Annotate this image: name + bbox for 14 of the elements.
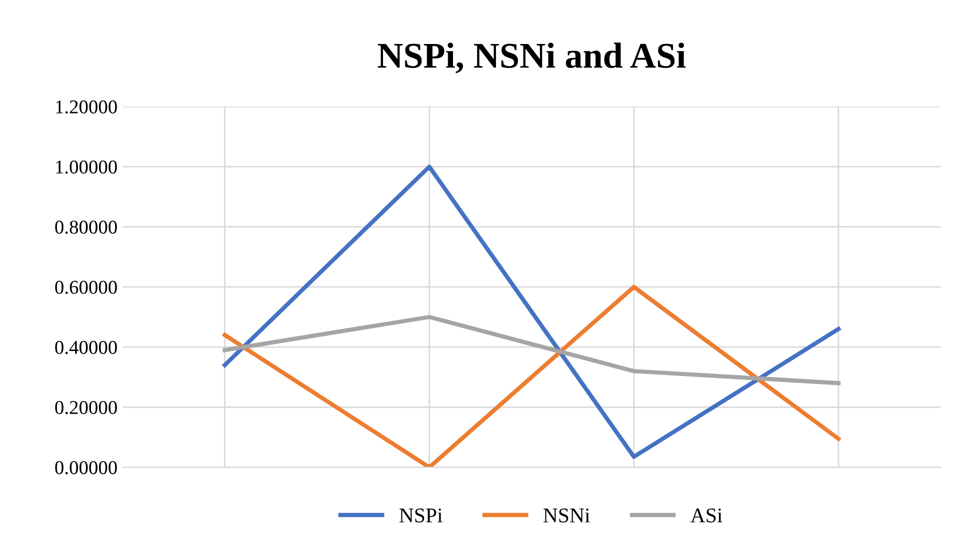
y-tick-label: 0.60000 bbox=[55, 280, 117, 294]
y-tick-label: 0.20000 bbox=[55, 401, 117, 414]
line-series bbox=[222, 164, 841, 459]
chart-title: NSPi, NSNi and ASi bbox=[378, 42, 686, 74]
legend-label: NSNi bbox=[543, 508, 590, 522]
y-tick-label: 1.20000 bbox=[56, 100, 117, 114]
line-series bbox=[222, 314, 841, 386]
y-tick-label: 0.00000 bbox=[55, 461, 117, 474]
y-tick-label: 1.00000 bbox=[56, 160, 117, 174]
y-tick-label: 0.40000 bbox=[55, 340, 117, 354]
legend-label: NSPi bbox=[399, 508, 442, 522]
y-tick-label: 0.80000 bbox=[55, 220, 117, 234]
line-series bbox=[222, 284, 841, 468]
legend-label: ASi bbox=[690, 508, 722, 522]
